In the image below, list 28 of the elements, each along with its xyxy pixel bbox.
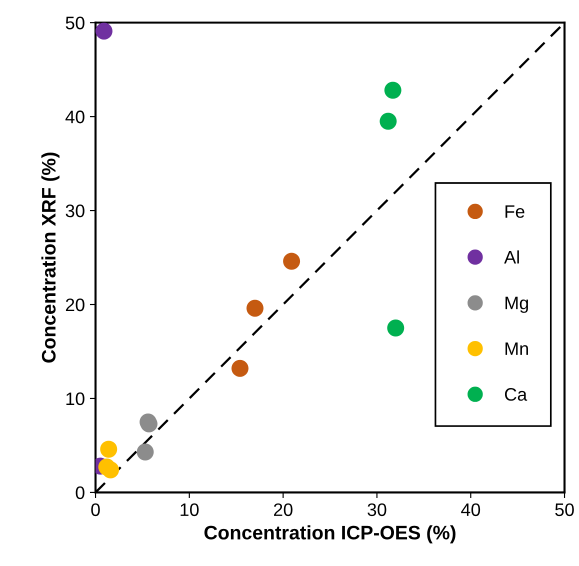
- y-tick-label: 30: [66, 204, 84, 218]
- x-tick-label: 40: [461, 503, 480, 516]
- x-tick-label: 50: [555, 503, 574, 516]
- y-tick-label: 50: [66, 16, 84, 30]
- legend-label: Ca: [504, 388, 528, 401]
- point: [380, 112, 397, 130]
- x-tick-label: 30: [368, 503, 386, 516]
- point: [246, 300, 264, 317]
- point: [387, 319, 404, 336]
- x-tick-label: 10: [180, 503, 199, 516]
- x-tick-label: 20: [274, 503, 292, 516]
- legend-label: Fe: [506, 205, 524, 218]
- y-axis-title: Concentration XRF (%): [41, 152, 60, 363]
- x-axis-title: Concentration ICP-OES (%): [204, 525, 456, 544]
- point: [136, 444, 154, 461]
- point: [100, 440, 118, 458]
- x-tick-label: 0: [91, 503, 100, 516]
- y-tick-label: 20: [66, 298, 84, 312]
- y-tick-label: 0: [76, 486, 84, 500]
- y-tick-label: 40: [65, 110, 84, 124]
- legend-label: Mg: [506, 296, 528, 313]
- point: [231, 360, 248, 377]
- point: [384, 82, 402, 99]
- point: [283, 252, 300, 270]
- legend-label: Al: [504, 250, 519, 264]
- legend-label: Mn: [506, 342, 528, 355]
- y-tick-label: 10: [66, 392, 84, 406]
- point: [102, 461, 120, 478]
